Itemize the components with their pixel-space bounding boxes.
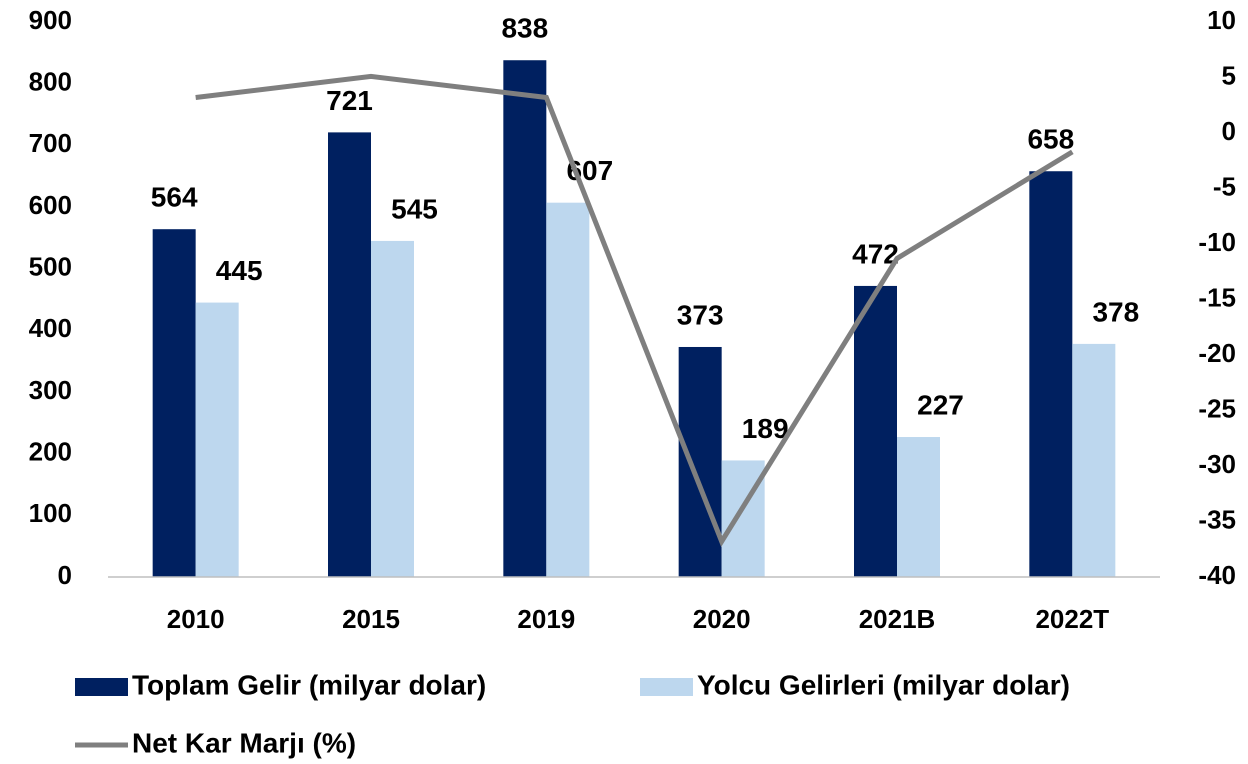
bar [678,346,722,577]
y2-tick-label: -30 [1198,449,1236,479]
legend-label: Yolcu Gelirleri (milyar dolar) [697,669,1070,700]
bar [328,132,371,577]
y2-tick-label: 0 [1222,116,1236,146]
y2-tick-label: 10 [1207,5,1236,35]
line [195,73,1074,548]
y2-tick-label: -25 [1198,393,1236,423]
y-tick-label: 200 [29,437,72,467]
bar [1072,343,1116,577]
y-tick-label: 100 [29,498,72,528]
bar [371,240,414,577]
bar [195,302,239,577]
y-tick-label: 700 [29,128,72,158]
data-label: 373 [677,299,724,330]
x-tick-label: 2015 [342,604,400,634]
x-tick-label: 2020 [693,604,751,634]
y2-tick-label: -20 [1198,338,1236,368]
y-tick-label: 300 [29,375,72,405]
bar [546,202,590,577]
y2-tick-label: -40 [1198,560,1236,590]
y-tick-label: 800 [29,67,72,97]
y2-tick-label: -10 [1198,227,1236,257]
data-label: 564 [151,182,198,213]
data-label: 838 [501,13,548,44]
bar [503,60,547,577]
y2-tick-label: -35 [1198,504,1236,534]
y2-tick-label: 5 [1222,60,1236,90]
bar [897,437,940,577]
y-tick-label: 600 [29,190,72,220]
data-label: 445 [216,255,263,286]
y2-tick-label: -5 [1213,171,1236,201]
data-label: 545 [391,193,438,224]
x-tick-label: 2019 [517,604,575,634]
x-tick-label: 2022T [1035,604,1109,634]
data-label: 378 [1092,296,1139,327]
data-label: 189 [742,413,789,444]
legend-label: Toplam Gelir (milyar dolar) [132,669,486,700]
legend-swatch [640,678,693,696]
bar [152,229,196,577]
legend-swatch [75,678,128,696]
y-tick-label: 900 [29,5,72,35]
y2-tick-label: -15 [1198,282,1236,312]
bar [1029,171,1073,577]
bar [854,285,897,577]
data-label: 227 [917,389,964,420]
x-tick-label: 2021B [859,604,936,634]
data-label: 658 [1027,124,1074,155]
y-tick-label: 0 [58,560,72,590]
y-tick-label: 400 [29,313,72,343]
legend-label: Net Kar Marjı (%) [132,727,356,758]
y-tick-label: 500 [29,252,72,282]
data-label: 721 [326,85,373,116]
x-tick-label: 2010 [167,604,225,634]
